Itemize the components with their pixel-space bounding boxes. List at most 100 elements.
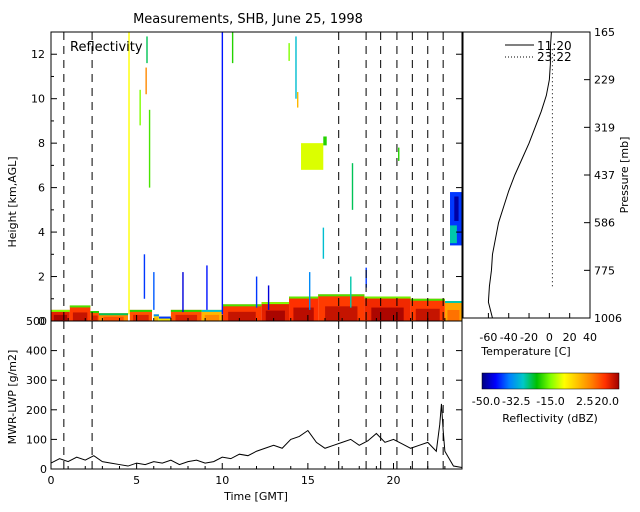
cloud-band-edge	[318, 294, 365, 297]
cloud-band-edge	[69, 305, 91, 308]
echo-streak	[231, 32, 234, 64]
cloud-band-core	[133, 314, 149, 321]
cloud-band-core	[91, 315, 98, 321]
cloud-band-core	[103, 316, 124, 321]
echo-streak	[206, 265, 208, 310]
cloud-band-edge	[201, 309, 223, 312]
lwp-y-label: MWR-LWP [g/m2]	[6, 350, 19, 445]
cloud-band-core	[371, 307, 404, 321]
colorbar-tick-label: -15.0	[536, 395, 564, 408]
reflectivity-panel: 0 2 4 6 8 10 12 Reflectivity Height [km,AGL]	[6, 31, 463, 328]
colorbar-label: Reflectivity (dBZ)	[502, 412, 598, 425]
cloud-band-edge	[364, 296, 411, 299]
sounding-marks	[487, 31, 553, 319]
cloud-band-core	[154, 317, 159, 321]
cloud-band-edge	[444, 300, 462, 303]
echo-patch	[323, 136, 327, 146]
cloud-band-edge	[129, 309, 153, 312]
legend-label-1120: 11:20	[537, 39, 572, 53]
figure-title: Measurements, SHB, June 25, 1998	[133, 12, 363, 27]
sounding-x-label: Temperature [C]	[480, 345, 570, 358]
cloud-band-core	[265, 310, 285, 321]
lwp-frame	[50, 320, 463, 470]
y-tick-label: 100	[26, 433, 47, 446]
x-tick-label: -20	[520, 331, 538, 344]
reflectivity-marks	[51, 32, 462, 321]
sounding-y-label: Pressure [mb]	[618, 137, 631, 214]
echo-streak	[398, 147, 400, 161]
colorbar-tick-label: -50.0	[472, 395, 500, 408]
x-tick-label: 15	[301, 474, 315, 487]
pressure-tick-label: 319	[594, 121, 615, 134]
y-tick-label: 200	[26, 404, 47, 417]
lwp-x-ticks: 0 5 10 15 20	[48, 315, 446, 487]
cloud-band-core	[72, 312, 88, 321]
echo-patch	[454, 196, 459, 221]
cloud-band-core	[204, 314, 220, 321]
echo-streak	[146, 36, 148, 64]
x-tick-label: 20	[563, 331, 577, 344]
echo-streak	[295, 36, 297, 99]
y-tick-label: 2	[38, 271, 45, 284]
cloud-band-core	[160, 318, 170, 321]
pressure-tick-label: 229	[594, 74, 615, 87]
lwp-x-label: Time [GMT]	[223, 490, 288, 503]
colorbar: -50.0 -32.5 -15.0 2.5 20.0 Reflectivity (dBZ…	[472, 372, 620, 425]
y-tick-label: 10	[31, 93, 45, 106]
y-tick-label: 4	[38, 226, 45, 239]
y-tick-label: 12	[31, 48, 45, 61]
colorbar-tick-label: -32.5	[502, 395, 530, 408]
lwp-y-ticks: 0 100 200 300 400 500	[26, 315, 462, 476]
x-tick-label: 0	[48, 474, 55, 487]
pressure-tick-label: 586	[594, 217, 615, 230]
x-tick-label: 20	[387, 474, 401, 487]
x-tick-label: -40	[500, 331, 518, 344]
x-tick-label: 10	[215, 474, 229, 487]
cloud-band-edge	[153, 314, 159, 317]
echo-streak	[128, 32, 130, 315]
pressure-tick-label: 1006	[594, 312, 622, 325]
echo-streak	[139, 89, 141, 126]
reflectivity-dashed-lines	[63, 32, 444, 321]
cloud-band-edge	[158, 316, 171, 319]
cloud-band-core	[228, 311, 256, 321]
echo-streak	[145, 67, 147, 95]
colorbar-tick-label: 2.5	[576, 395, 594, 408]
echo-streak	[255, 276, 258, 308]
y-tick-label: 0	[38, 315, 45, 328]
x-tick-label: 5	[133, 474, 140, 487]
echo-patch	[301, 143, 324, 170]
y-tick-label: 8	[38, 137, 45, 150]
pressure-tick-label: 165	[594, 26, 615, 39]
sounding-frame	[462, 31, 591, 319]
cloud-band-core	[53, 314, 68, 321]
echo-streak	[308, 272, 311, 310]
echo-streak	[288, 43, 290, 61]
lwp-series-line	[50, 403, 463, 469]
echo-streak	[297, 92, 299, 108]
cloud-band-core	[175, 314, 198, 321]
x-tick-label: 40	[583, 331, 597, 344]
cloud-band-edge	[261, 302, 290, 305]
y-tick-label: 300	[26, 374, 47, 387]
sounding-pressure-ticks: 165 229 319 437 586 775 1006	[584, 26, 622, 325]
lwp-marks	[50, 403, 463, 469]
echo-streak	[322, 227, 325, 259]
cloud-band-edge	[90, 310, 99, 313]
echo-streak	[182, 272, 184, 313]
cloud-band-edge	[170, 309, 202, 312]
cloud-band-edge	[289, 296, 319, 299]
lwp-panel: 0 100 200 300 400 500 0 5 10 15 20 MWR-LWP [g/m2]…	[6, 315, 463, 503]
x-tick-label: -60	[479, 331, 497, 344]
cloud-band-core	[325, 306, 358, 321]
cloud-band-core	[447, 309, 460, 321]
echo-streak	[153, 272, 155, 310]
pressure-tick-label: 775	[594, 264, 615, 277]
sounding-series-line	[487, 31, 552, 319]
sounding-panel: -60 -40 -20 0 20 40 165 229 319 437 586 775 1006 Te…	[462, 26, 631, 358]
echo-streak	[148, 109, 151, 188]
colorbar-ramp	[481, 372, 620, 390]
x-tick-label: 0	[546, 331, 553, 344]
reflectivity-y-label: Height [km,AGL]	[6, 156, 19, 247]
